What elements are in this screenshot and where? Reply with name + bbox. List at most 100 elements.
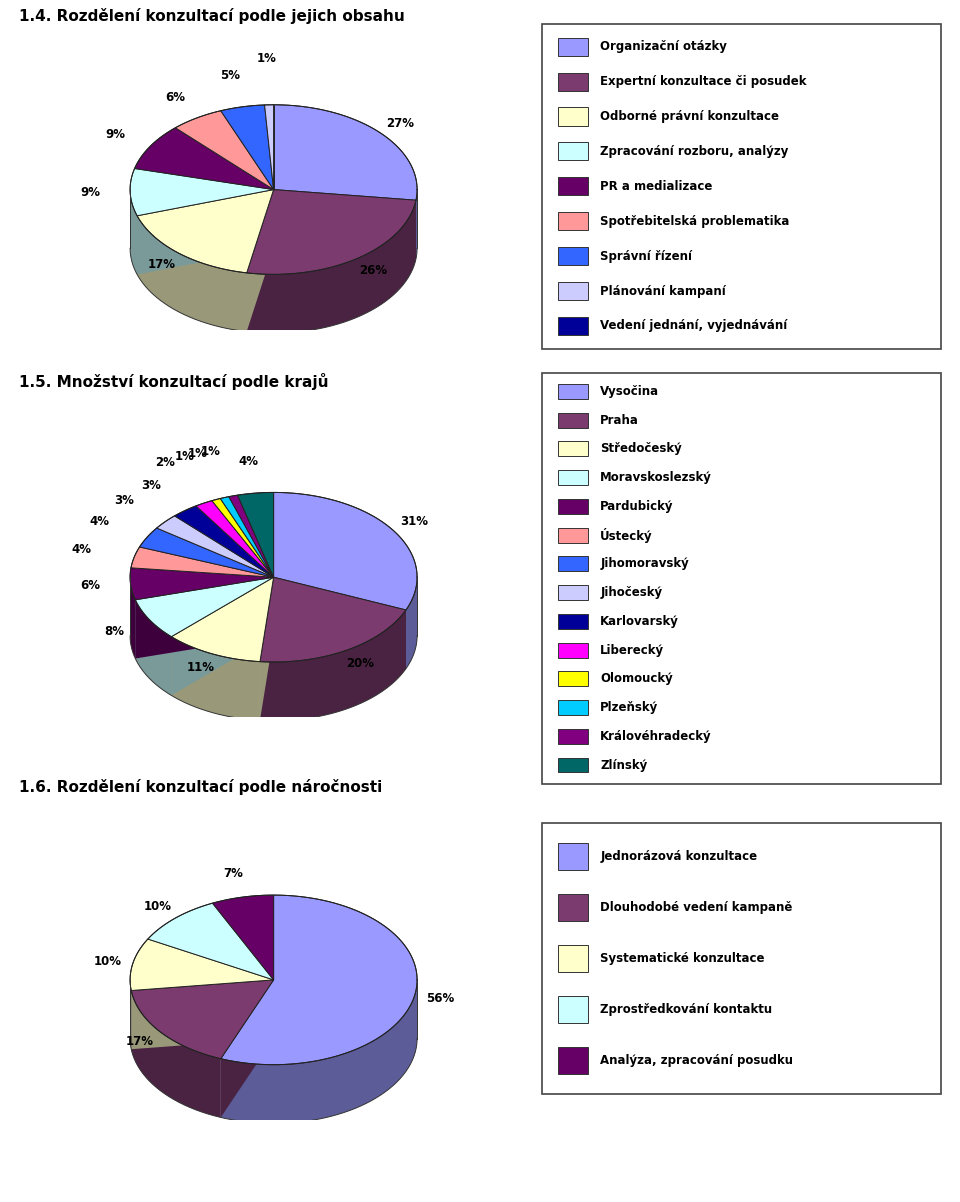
Text: Vysočina: Vysočina bbox=[600, 385, 660, 398]
Text: 9%: 9% bbox=[106, 127, 126, 141]
Polygon shape bbox=[274, 577, 406, 668]
Text: 1%: 1% bbox=[187, 447, 207, 460]
Polygon shape bbox=[132, 990, 221, 1118]
Text: Jednorázová konzultace: Jednorázová konzultace bbox=[600, 850, 757, 863]
Text: Organizační otázky: Organizační otázky bbox=[600, 40, 727, 53]
Polygon shape bbox=[171, 577, 274, 696]
Bar bbox=[559, 383, 588, 399]
Polygon shape bbox=[132, 980, 274, 1059]
Polygon shape bbox=[148, 903, 274, 980]
Text: Zlínský: Zlínský bbox=[600, 758, 647, 772]
Text: Analýza, zpracování posudku: Analýza, zpracování posudku bbox=[600, 1054, 793, 1067]
Text: PR a medializace: PR a medializace bbox=[600, 180, 712, 192]
Text: Spotřebitelská problematika: Spotřebitelská problematika bbox=[600, 215, 789, 227]
Polygon shape bbox=[131, 567, 274, 600]
Bar bbox=[559, 585, 588, 600]
Polygon shape bbox=[260, 577, 274, 720]
Polygon shape bbox=[274, 190, 416, 258]
Polygon shape bbox=[137, 190, 274, 273]
Polygon shape bbox=[176, 111, 274, 190]
Polygon shape bbox=[212, 895, 274, 980]
Polygon shape bbox=[139, 528, 274, 577]
Bar bbox=[559, 844, 588, 870]
Polygon shape bbox=[221, 983, 417, 1124]
Text: 56%: 56% bbox=[426, 992, 454, 1005]
Text: 17%: 17% bbox=[126, 1035, 154, 1048]
Polygon shape bbox=[274, 190, 416, 258]
Polygon shape bbox=[131, 939, 274, 990]
Text: 6%: 6% bbox=[81, 579, 101, 593]
Polygon shape bbox=[406, 579, 417, 668]
Text: 4%: 4% bbox=[238, 454, 258, 468]
Polygon shape bbox=[171, 577, 274, 696]
Text: Plánování kampaní: Plánování kampaní bbox=[600, 285, 726, 298]
Bar bbox=[559, 728, 588, 744]
Bar bbox=[559, 72, 588, 90]
Bar bbox=[559, 671, 588, 686]
Text: 31%: 31% bbox=[400, 516, 428, 529]
Text: 5%: 5% bbox=[221, 69, 240, 82]
FancyBboxPatch shape bbox=[542, 823, 941, 1094]
Text: Olomoucký: Olomoucký bbox=[600, 672, 673, 685]
Polygon shape bbox=[135, 577, 274, 659]
Polygon shape bbox=[247, 190, 416, 274]
Polygon shape bbox=[135, 577, 274, 659]
Text: Plzeňský: Plzeňský bbox=[600, 701, 659, 714]
Text: 1.4. Rozdělení konzultací podle jejich obsahu: 1.4. Rozdělení konzultací podle jejich o… bbox=[19, 8, 405, 24]
Text: 3%: 3% bbox=[141, 478, 161, 492]
Polygon shape bbox=[131, 190, 137, 274]
Polygon shape bbox=[221, 105, 274, 190]
Text: 1%: 1% bbox=[256, 52, 276, 65]
Bar bbox=[559, 470, 588, 486]
Text: 7%: 7% bbox=[224, 868, 244, 880]
Bar bbox=[559, 282, 588, 300]
Polygon shape bbox=[171, 577, 274, 661]
Polygon shape bbox=[134, 127, 274, 190]
Polygon shape bbox=[131, 578, 135, 659]
Polygon shape bbox=[416, 191, 417, 258]
Bar bbox=[559, 614, 588, 629]
Polygon shape bbox=[156, 516, 274, 577]
Bar bbox=[559, 248, 588, 266]
Bar bbox=[559, 37, 588, 55]
Text: Správní řízení: Správní řízení bbox=[600, 250, 692, 262]
Text: 1%: 1% bbox=[175, 451, 194, 463]
Polygon shape bbox=[212, 499, 274, 577]
Text: 1.6. Rozdělení konzultací podle náročnosti: 1.6. Rozdělení konzultací podle náročnos… bbox=[19, 779, 382, 795]
Polygon shape bbox=[132, 980, 274, 1049]
Bar bbox=[559, 700, 588, 715]
Bar bbox=[559, 142, 588, 161]
Polygon shape bbox=[132, 980, 274, 1049]
Text: Systematické konzultace: Systematické konzultace bbox=[600, 952, 765, 965]
Polygon shape bbox=[135, 600, 171, 696]
Text: Zpracování rozboru, analýzy: Zpracování rozboru, analýzy bbox=[600, 145, 788, 157]
Polygon shape bbox=[237, 493, 274, 577]
Text: Liberecký: Liberecký bbox=[600, 643, 664, 656]
Polygon shape bbox=[221, 895, 417, 1065]
Bar bbox=[559, 894, 588, 921]
Polygon shape bbox=[196, 501, 274, 577]
Text: Karlovarský: Karlovarský bbox=[600, 614, 679, 627]
Text: Jihomoravský: Jihomoravský bbox=[600, 558, 689, 570]
Polygon shape bbox=[137, 190, 274, 274]
Polygon shape bbox=[171, 637, 260, 720]
Text: Středočeský: Středočeský bbox=[600, 442, 682, 456]
Text: Moravskoslezský: Moravskoslezský bbox=[600, 471, 712, 484]
Polygon shape bbox=[274, 493, 417, 609]
Polygon shape bbox=[131, 168, 274, 216]
Polygon shape bbox=[220, 496, 274, 577]
Text: 20%: 20% bbox=[347, 656, 374, 670]
Text: 26%: 26% bbox=[359, 264, 387, 276]
Text: Expertní konzultace či posudek: Expertní konzultace či posudek bbox=[600, 75, 806, 88]
Bar bbox=[559, 643, 588, 657]
Polygon shape bbox=[135, 577, 274, 637]
Text: 17%: 17% bbox=[148, 258, 176, 272]
Polygon shape bbox=[247, 201, 416, 333]
Text: 8%: 8% bbox=[105, 625, 125, 638]
Text: 1%: 1% bbox=[201, 445, 221, 458]
Text: Ústecký: Ústecký bbox=[600, 528, 653, 542]
Polygon shape bbox=[247, 190, 274, 332]
Polygon shape bbox=[274, 105, 417, 201]
Polygon shape bbox=[131, 547, 274, 577]
Text: Vedení jednání, vyjednávání: Vedení jednání, vyjednávání bbox=[600, 320, 787, 333]
